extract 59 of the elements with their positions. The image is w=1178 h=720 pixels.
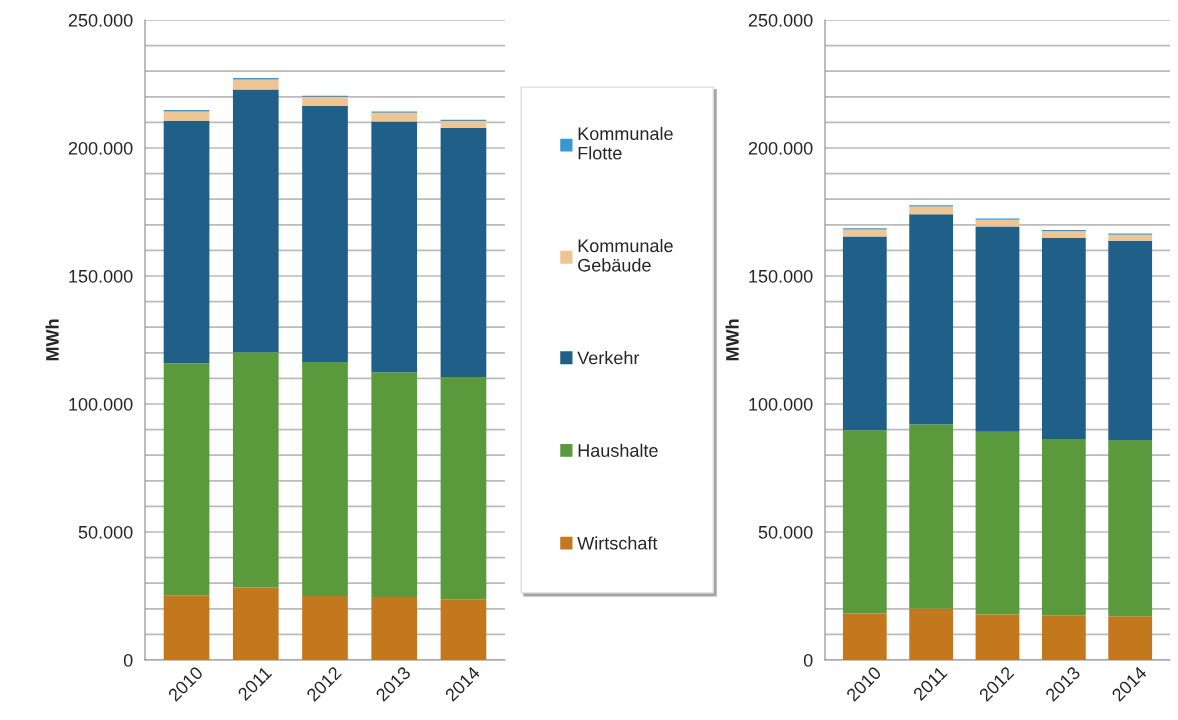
bar [302, 362, 348, 596]
bar [371, 112, 418, 122]
y-tick-label: 200.000 [68, 141, 133, 155]
bar [909, 608, 954, 660]
bar [975, 226, 1020, 432]
bar [440, 599, 487, 660]
y-axis-title: MWh [725, 319, 739, 361]
y-tick-label: 100.000 [69, 397, 133, 411]
bar [975, 431, 1020, 615]
y-tick-label: 250.000 [68, 13, 133, 27]
legend-label: Haushalte [578, 443, 658, 457]
bar [909, 206, 954, 215]
legend-label: Wirtschaft [577, 536, 658, 550]
bar [232, 587, 279, 660]
bar [842, 430, 887, 614]
bar [1041, 615, 1086, 660]
y-tick-label: 50.000 [758, 525, 813, 539]
bar [842, 236, 887, 431]
bar [232, 79, 279, 90]
bar [842, 229, 887, 237]
y-tick-label: 250.000 [748, 13, 813, 27]
y-tick-label: 50.000 [78, 525, 133, 539]
y-axis-title: MWh [45, 319, 59, 361]
y-tick-label: 0 [803, 653, 813, 667]
bar [371, 121, 418, 373]
bar [440, 127, 487, 378]
bar [440, 377, 487, 600]
legend-label: Verkehr [577, 351, 640, 365]
legend-label: Kommunale Flotte [578, 126, 673, 160]
bar [842, 613, 887, 660]
bar [975, 219, 1020, 227]
bar [163, 595, 210, 660]
y-tick-label: 200.000 [748, 141, 813, 155]
bar [909, 214, 954, 425]
bar [1041, 238, 1086, 440]
bar [371, 372, 418, 598]
y-tick-label: 150.000 [69, 269, 133, 283]
bar [232, 352, 279, 588]
y-tick-label: 150.000 [749, 269, 813, 283]
bar [371, 597, 418, 660]
bar [163, 363, 210, 596]
bar [302, 106, 348, 363]
bar [909, 424, 954, 609]
bar [1108, 234, 1153, 241]
bar [302, 596, 348, 660]
bar [440, 121, 487, 128]
bar [975, 614, 1020, 660]
bar [1041, 231, 1086, 239]
bar [232, 89, 279, 353]
bar [1108, 616, 1153, 660]
legend-label: Kommunale Gebäude [578, 238, 673, 272]
bar [163, 111, 210, 122]
bar [1041, 439, 1086, 616]
bar [1108, 240, 1153, 441]
y-tick-label: 100.000 [749, 397, 813, 411]
y-tick-label: 0 [123, 653, 133, 667]
bar [1108, 440, 1153, 617]
bar [163, 121, 210, 364]
bar [302, 97, 348, 107]
